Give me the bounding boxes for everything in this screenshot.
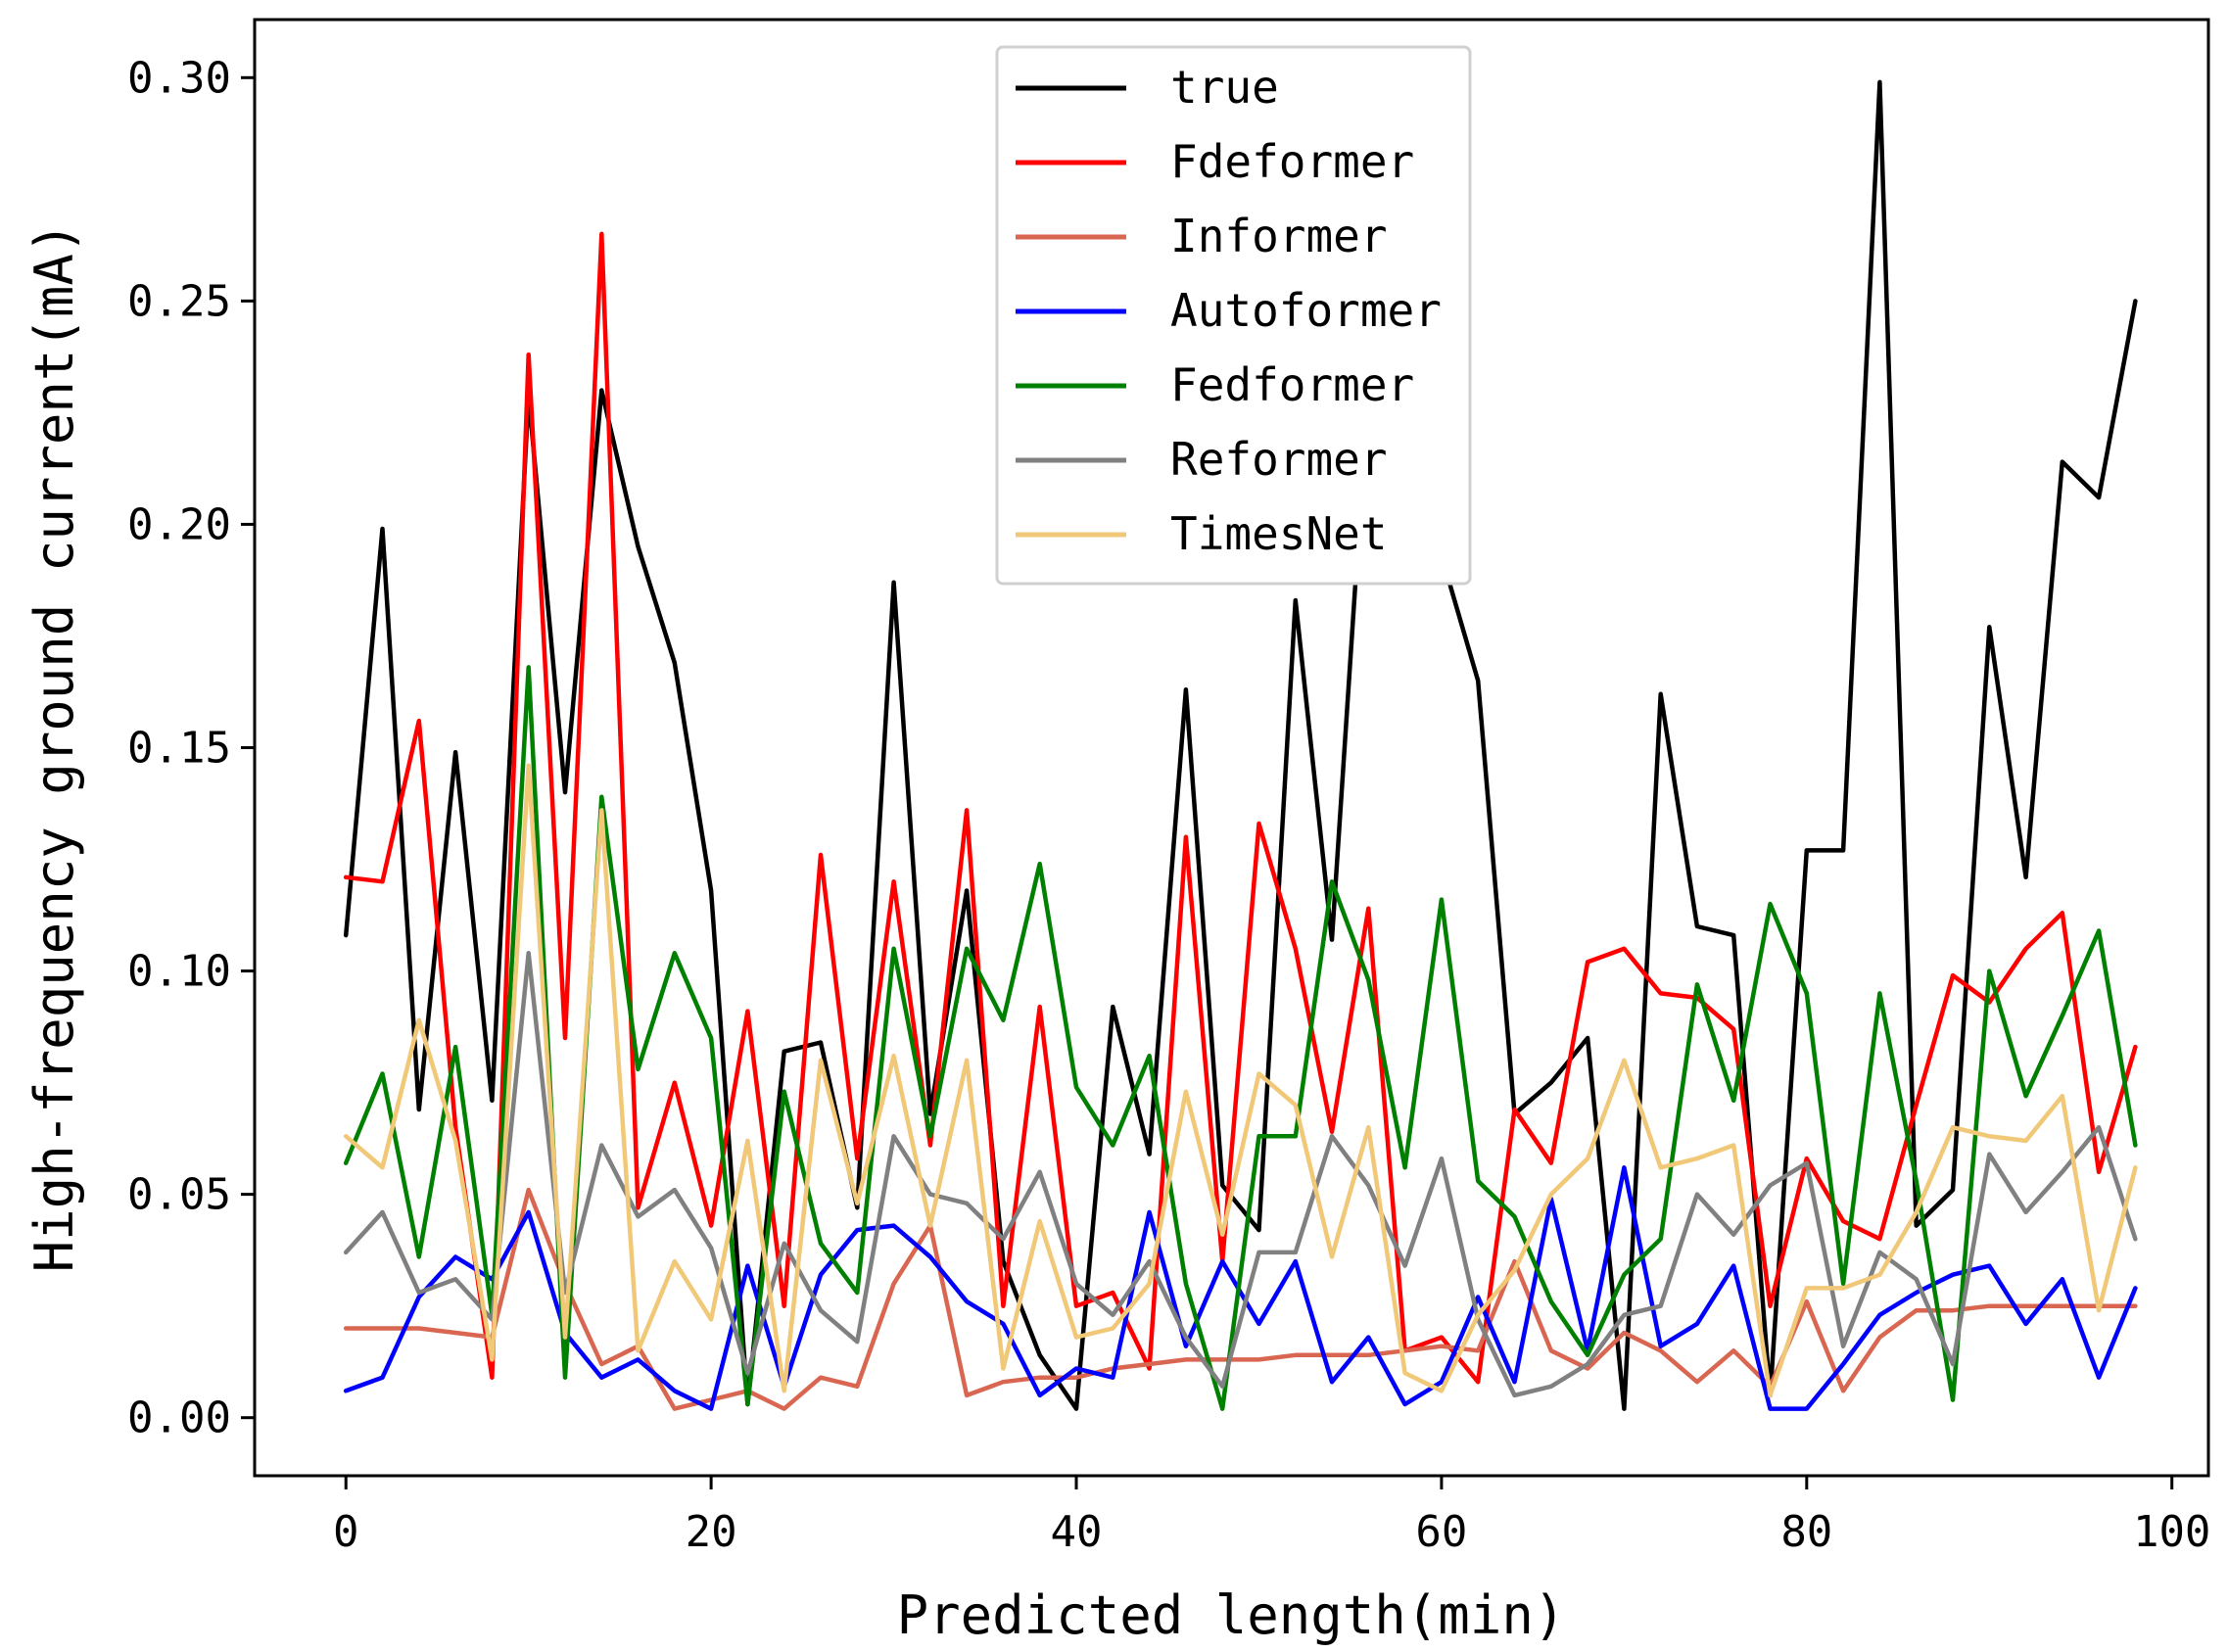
legend-label-fedformer: Fedformer — [1170, 358, 1414, 411]
series-lines — [343, 79, 2138, 1411]
y-tick-label: 0.00 — [127, 1393, 231, 1443]
legend-label-fdeformer: Fdeformer — [1170, 135, 1414, 188]
legend-label-true: true — [1170, 61, 1279, 114]
legend: true Fdeformer Informer Autoformer Fedformer… — [995, 45, 1472, 586]
y-tick-label: 0.05 — [127, 1170, 231, 1220]
series-line-true — [343, 79, 2138, 1411]
y-tick-label: 0.30 — [127, 53, 231, 103]
y-tick-label: 0.10 — [127, 947, 231, 997]
series-line-timesnet — [343, 763, 2138, 1398]
legend-label-autoformer: Autoformer — [1170, 284, 1442, 337]
x-tick-label: 0 — [333, 1507, 359, 1557]
x-tick-label: 100 — [2133, 1507, 2210, 1557]
legend-label-informer: Informer — [1170, 210, 1388, 262]
x-tick-label: 80 — [1780, 1507, 1832, 1557]
series-line-autoformer — [343, 1165, 2138, 1411]
y-tick-label: 0.20 — [127, 499, 231, 549]
y-axis-label: High-frequency ground current(mA) — [24, 222, 85, 1273]
x-axis: 0 20 40 60 80 100 — [333, 1476, 2210, 1557]
x-tick-label: 20 — [686, 1507, 737, 1557]
legend-label-reformer: Reformer — [1170, 433, 1388, 486]
x-tick-label: 40 — [1051, 1507, 1103, 1557]
y-tick-label: 0.25 — [127, 276, 231, 326]
legend-box — [995, 45, 1472, 586]
x-axis-label: Predicted length(min) — [897, 1584, 1566, 1646]
series-line-fdeformer — [343, 231, 2138, 1385]
legend-label-timesnet: TimesNet — [1170, 507, 1388, 560]
x-tick-label: 60 — [1415, 1507, 1467, 1557]
y-tick-label: 0.15 — [127, 724, 231, 774]
y-axis: 0.00 0.05 0.10 0.15 0.20 0.25 0.30 — [127, 53, 255, 1443]
series-line-informer — [343, 1187, 2138, 1411]
series-line-fedformer — [343, 665, 2138, 1411]
series-line-reformer — [343, 951, 2138, 1398]
